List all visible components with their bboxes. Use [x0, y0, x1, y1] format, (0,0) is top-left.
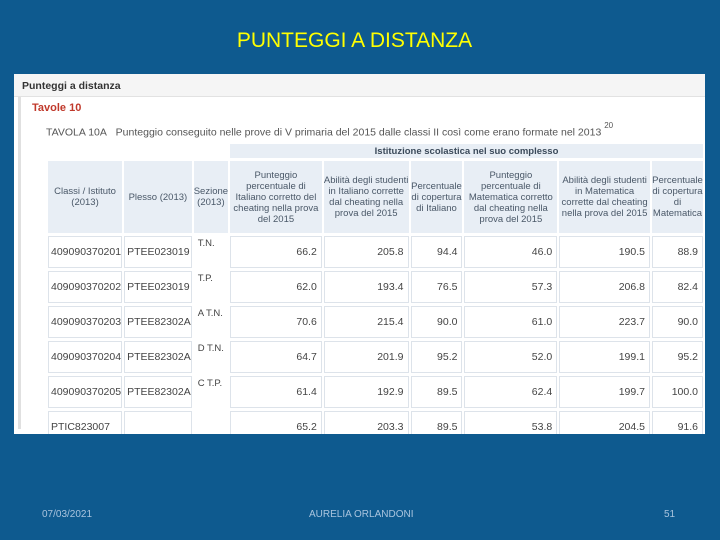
cell-v3: 89.5: [410, 411, 463, 434]
cell-plesso: PTEE023019: [124, 271, 192, 303]
cell-v6: 82.4: [651, 271, 703, 303]
cell-v6: 95.2: [651, 341, 703, 373]
cell-v5: 223.7: [559, 306, 650, 338]
cell-v6: 91.6: [651, 411, 703, 434]
cell-v3: 90.0: [410, 306, 463, 338]
cell-plesso: PTEE82302A: [124, 306, 192, 338]
column-header[interactable]: Plesso (2013): [124, 161, 192, 233]
cell-v2: 192.9: [323, 376, 409, 408]
column-header[interactable]: Percentuale di copertura di Matematica: [651, 161, 703, 233]
column-header[interactable]: Punteggio percentuale di Italiano corret…: [230, 161, 322, 233]
column-header[interactable]: Classi / Istituto (2013): [48, 161, 123, 233]
table-caption: TAVOLA 10A Punteggio conseguito nelle pr…: [46, 121, 614, 139]
table-row: 409090370203 PTEE82302A A T.N. 70.6 215.4 90.…: [48, 306, 703, 338]
footer-date: 07/03/2021: [42, 509, 93, 520]
panel-header-title: Punteggi a distanza: [22, 80, 121, 92]
cell-sezione: D T.N.: [193, 341, 229, 373]
table-row: 409090370204 PTEE82302A D T.N. 64.7 201.9 95.…: [48, 341, 703, 373]
group-header: Istituzione scolastica nel suo complesso: [230, 144, 703, 158]
cell-v4: 57.3: [464, 271, 558, 303]
cell-v1: 65.2: [230, 411, 322, 434]
screenshot-panel: Punteggi a distanza Tavole 10 TAVOLA 10A…: [14, 74, 705, 434]
cell-sezione: [193, 411, 229, 434]
cell-classe: 409090370201: [48, 236, 123, 268]
cell-plesso: [124, 411, 192, 434]
cell-v1: 70.6: [230, 306, 322, 338]
cell-classe: 409090370204: [48, 341, 123, 373]
panel-header: Punteggi a distanza: [14, 74, 705, 97]
cell-v6: 88.9: [651, 236, 703, 268]
table-body: 409090370201 PTEE023019 T.N. 66.2 205.8 94.4 4…: [48, 236, 703, 434]
cell-v1: 66.2: [230, 236, 322, 268]
cell-classe: 409090370202: [48, 271, 123, 303]
cell-v2: 205.8: [323, 236, 409, 268]
slide-title: PUNTEGGI A DISTANZA: [236, 29, 473, 52]
footer-author: AURELIA ORLANDONI: [309, 509, 414, 520]
cell-v4: 53.8: [464, 411, 558, 434]
column-header[interactable]: Percentuale di copertura di Italiano: [410, 161, 463, 233]
cell-v2: 215.4: [323, 306, 409, 338]
cell-plesso: PTEE82302A: [124, 376, 192, 408]
cell-plesso: PTEE82302A: [124, 341, 192, 373]
column-header[interactable]: Abilità degli studenti in Italiano corre…: [323, 161, 409, 233]
cell-v2: 201.9: [323, 341, 409, 373]
table-row: PTIC823007 65.2 203.3 89.5 53.8 204.5 91.6: [48, 411, 703, 434]
cell-v5: 199.1: [559, 341, 650, 373]
table-row: 409090370202 PTEE023019 T.P. 62.0 193.4 76.5 5…: [48, 271, 703, 303]
cell-v6: 90.0: [651, 306, 703, 338]
cell-v5: 206.8: [559, 271, 650, 303]
cell-v6: 100.0: [651, 376, 703, 408]
cell-sezione: A T.N.: [193, 306, 229, 338]
cell-v3: 89.5: [410, 376, 463, 408]
cell-sezione: T.N.: [193, 236, 229, 268]
cell-v5: 199.7: [559, 376, 650, 408]
results-table: Istituzione scolastica nel suo complesso…: [46, 141, 705, 434]
table-row: 409090370205 PTEE82302A C T.P. 61.4 192.9 89.…: [48, 376, 703, 408]
cell-v2: 193.4: [323, 271, 409, 303]
footer-page-number: 51: [664, 509, 676, 520]
cell-v3: 94.4: [410, 236, 463, 268]
cell-v1: 62.0: [230, 271, 322, 303]
cell-classe: 409090370203: [48, 306, 123, 338]
column-header[interactable]: Abilità degli studenti in Matematica cor…: [559, 161, 650, 233]
section-link[interactable]: Tavole 10: [32, 102, 82, 114]
cell-v4: 52.0: [464, 341, 558, 373]
cell-classe: 409090370205: [48, 376, 123, 408]
cell-v4: 61.0: [464, 306, 558, 338]
cell-v3: 76.5: [410, 271, 463, 303]
cell-v4: 62.4: [464, 376, 558, 408]
cell-sezione: T.P.: [193, 271, 229, 303]
cell-sezione: C T.P.: [193, 376, 229, 408]
column-header[interactable]: Sezione (2013): [193, 161, 229, 233]
caption-superscript: 20: [604, 121, 614, 130]
cell-v3: 95.2: [410, 341, 463, 373]
column-header[interactable]: Punteggio percentuale di Matematica corr…: [464, 161, 558, 233]
caption-label: TAVOLA 10A: [46, 126, 107, 139]
cell-v5: 190.5: [559, 236, 650, 268]
table-row: 409090370201 PTEE023019 T.N. 66.2 205.8 94.4 4…: [48, 236, 703, 268]
cell-plesso: PTEE023019: [124, 236, 192, 268]
cell-v2: 203.3: [323, 411, 409, 434]
cell-v5: 204.5: [559, 411, 650, 434]
cell-v1: 61.4: [230, 376, 322, 408]
cell-v1: 64.7: [230, 341, 322, 373]
caption-text: Punteggio conseguito nelle prove di V pr…: [115, 126, 602, 139]
cell-classe: PTIC823007: [48, 411, 123, 434]
cell-v4: 46.0: [464, 236, 558, 268]
left-border: [18, 84, 21, 429]
